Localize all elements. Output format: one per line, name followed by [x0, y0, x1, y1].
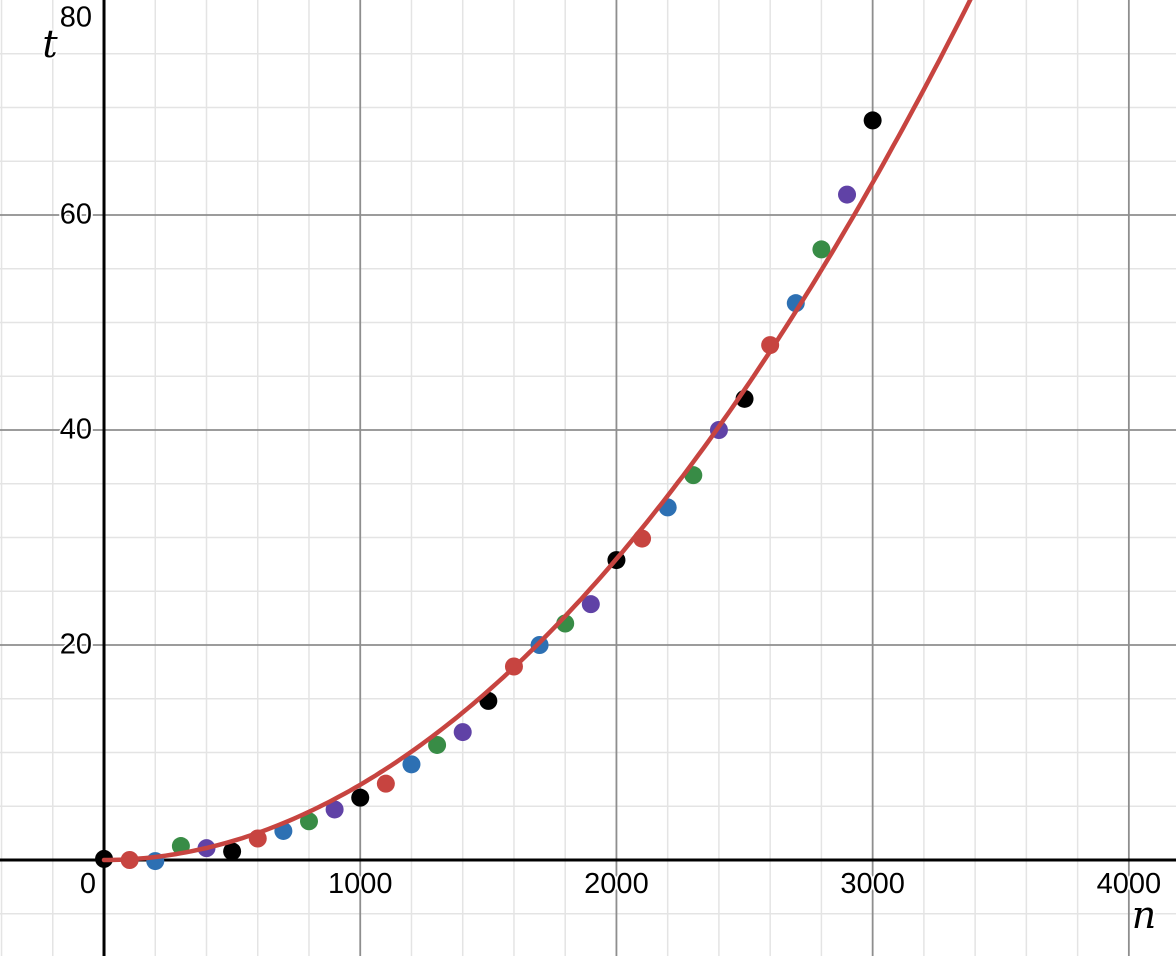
x-tick-label-2000: 2000 — [584, 868, 649, 900]
x-axis-letter: n — [1131, 893, 1157, 937]
data-point-purple-points — [838, 185, 857, 204]
data-point-black-points — [863, 111, 882, 130]
data-point-purple-points — [453, 723, 472, 742]
data-point-green-points — [428, 735, 447, 754]
data-point-purple-points — [581, 595, 600, 614]
data-point-green-points — [299, 812, 318, 831]
x-tick-label-4000: 4000 — [1096, 868, 1162, 900]
data-point-green-points — [812, 240, 831, 259]
data-point-black-points — [223, 842, 242, 861]
data-point-red-points — [376, 774, 395, 793]
data-point-blue-points — [402, 755, 421, 774]
fit-curve — [101, 0, 973, 863]
x-tick-label-3000: 3000 — [840, 868, 905, 900]
data-point-purple-points — [325, 800, 344, 819]
y-axis-letter: t — [42, 22, 58, 66]
x-tick-label-1000: 1000 — [327, 868, 393, 900]
y-tick-label-40: 40 — [59, 413, 93, 446]
y-tick-label-60: 60 — [59, 198, 93, 231]
y-tick-label-20: 20 — [59, 628, 93, 661]
x-tick-label-0: 0 — [79, 868, 97, 900]
data-point-black-points — [351, 788, 370, 807]
y-tick-label-80: 80 — [59, 1, 93, 34]
